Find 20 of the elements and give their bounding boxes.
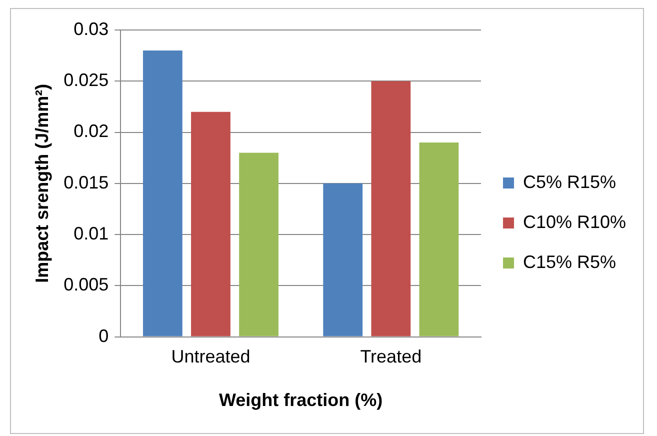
bar [323,183,363,336]
y-axis-title: Impact srength (J/mm²) [32,84,52,283]
y-tick-label: 0.03 [74,18,109,39]
bar [371,81,411,336]
bar [419,142,459,336]
legend-label: C10% R10% [523,212,626,232]
y-tick-label: 0.025 [64,70,109,90]
y-tick-label: 0 [98,326,109,346]
y-tick-label: 0.02 [74,121,109,142]
y-tick-label: 0.015 [64,172,109,192]
bar [191,112,230,336]
legend-label: C5% R15% [523,172,616,192]
legend-label: C15% R5% [523,252,616,272]
x-axis-title: Weight fraction (%) [218,390,383,410]
y-tick-label: 0.005 [64,274,109,295]
y-tick-label: 0.01 [74,224,109,244]
x-tick-label: Treated [360,346,422,367]
bar [239,152,278,336]
bar [142,50,182,336]
x-tick-label: Untreated [171,346,250,367]
